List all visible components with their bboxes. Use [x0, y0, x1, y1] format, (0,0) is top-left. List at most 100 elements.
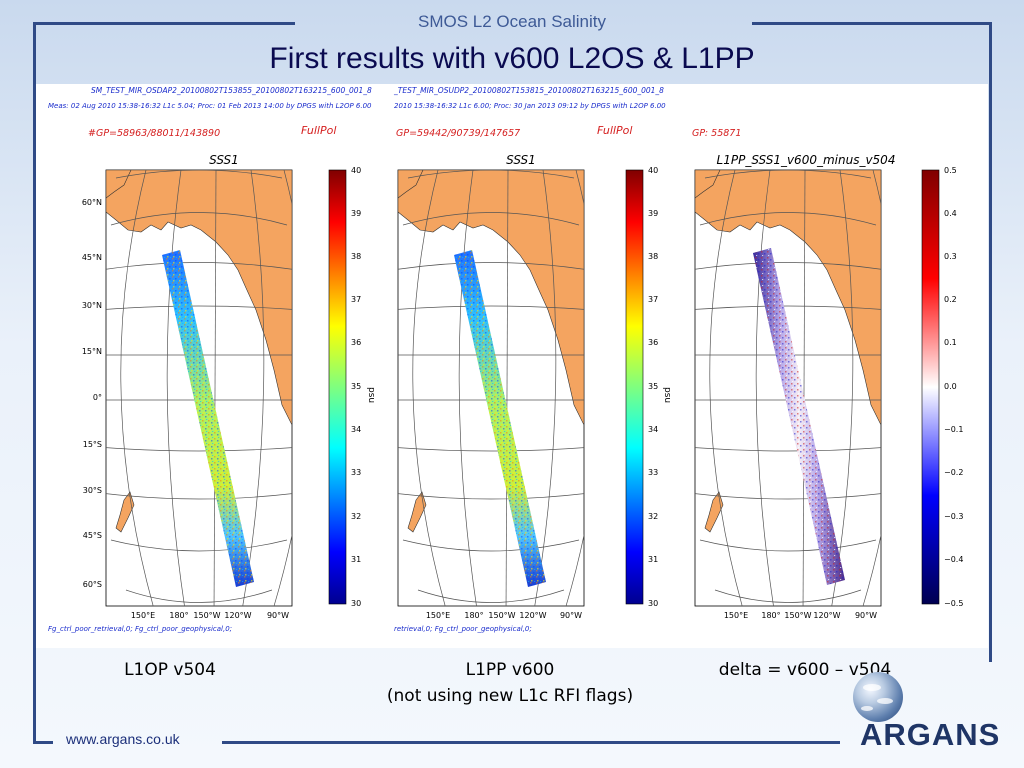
cb-tick: 31	[648, 555, 658, 564]
caption-l1pp: L1PP v600	[465, 660, 555, 680]
frame-bottom	[33, 741, 53, 744]
panel-1-map	[105, 169, 293, 607]
lon-label: 120°W	[519, 611, 546, 620]
frame-top-right	[752, 22, 992, 25]
lon-label: 180°	[169, 611, 188, 620]
cb-tick: 40	[351, 166, 361, 175]
slide-title: First results with v600 L2OS & L1PP	[269, 42, 755, 75]
cb-tick: 0.4	[944, 209, 957, 218]
panel-3-lon-labels: 150°E 180° 150°W 120°W 90°W	[724, 611, 877, 620]
cb-tick: 0.0	[944, 382, 957, 391]
argans-logo: ARGANS	[860, 717, 1001, 752]
panel-2-bottom-note: retrieval,0; Fg_ctrl_poor_geophysical,0;	[394, 625, 532, 633]
lon-label: 180°	[761, 611, 780, 620]
panel-3: GP: 55871 L1PP_SSS1_v600_minus_v504 150°…	[692, 128, 963, 620]
panel-1-meta: Meas: 02 Aug 2010 15:38-16:32 L1c 5.04; …	[48, 102, 372, 110]
panel-1-file: SM_TEST_MIR_OSDAP2_20100802T153855_20100…	[91, 86, 372, 95]
lon-label: 120°W	[224, 611, 251, 620]
panel-2-colorbar: 40 39 38 37 36 35 34 33 32 31 30 psu	[625, 166, 672, 608]
cb-tick: 38	[648, 252, 658, 261]
cb-tick: −0.4	[944, 555, 963, 564]
cb-tick: 31	[351, 555, 361, 564]
cb-tick: 32	[351, 512, 361, 521]
lon-label: 150°W	[784, 611, 811, 620]
cb-tick: 34	[648, 425, 658, 434]
lat-label: 45°N	[82, 253, 102, 262]
frame-right	[989, 22, 992, 662]
panel-2: _TEST_MIR_OSUDP2_20100802T153815_2010080…	[393, 86, 672, 633]
panel-3-map-title: L1PP_SSS1_v600_minus_v504	[717, 153, 896, 167]
figure: SM_TEST_MIR_OSDAP2_20100802T153855_20100…	[36, 84, 988, 648]
footer-url[interactable]: www.argans.co.uk	[66, 731, 180, 747]
lat-label: 15°N	[82, 347, 102, 356]
caption-delta: delta = v600 – v504	[718, 660, 892, 680]
cb-tick: 33	[648, 468, 658, 477]
panel-2-pol: FullPol	[597, 124, 632, 137]
lat-label: 15°S	[83, 440, 102, 449]
lon-label: 150°E	[426, 611, 450, 620]
cb-tick: 39	[351, 209, 361, 218]
cb-tick: 39	[648, 209, 658, 218]
lat-label: 30°S	[83, 486, 102, 495]
cb-tick: 36	[648, 338, 658, 347]
lon-label: 90°W	[855, 611, 877, 620]
caption-l1op: L1OP v504	[124, 660, 216, 680]
lon-label: 120°W	[813, 611, 840, 620]
lat-label: 45°S	[83, 531, 102, 540]
cb-tick: 35	[648, 382, 658, 391]
cb-tick: 37	[351, 295, 361, 304]
panel-2-map	[397, 169, 585, 607]
lon-label: 150°E	[131, 611, 155, 620]
cb-tick: 36	[351, 338, 361, 347]
panel-2-file: _TEST_MIR_OSUDP2_20100802T153815_2010080…	[393, 86, 664, 95]
cb-tick: 35	[351, 382, 361, 391]
panel-1-colorbar: 40 39 38 37 36 35 34 33 32 31 30 psu	[328, 166, 376, 608]
lat-label: 60°N	[82, 198, 102, 207]
cb-tick: −0.1	[944, 425, 963, 434]
lon-label: 90°W	[267, 611, 289, 620]
panel-1: SM_TEST_MIR_OSDAP2_20100802T153855_20100…	[48, 86, 376, 633]
colorbar-unit: psu	[366, 387, 376, 403]
panel-2-meta: 2010 15:38-16:32 L1c 6.00; Proc: 30 Jan …	[394, 102, 666, 110]
panel-1-gp: #GP=58963/88011/143890	[88, 128, 220, 139]
panel-3-gp: GP: 55871	[692, 128, 741, 139]
cb-tick: −0.3	[944, 512, 963, 521]
header-title: SMOS L2 Ocean Salinity	[417, 12, 607, 31]
panel-2-lon-labels: 150°E 180° 150°W 120°W 90°W	[426, 611, 582, 620]
panel-1-pol: FullPol	[301, 124, 336, 137]
lon-label: 180°	[464, 611, 483, 620]
frame-bottom-mid	[222, 741, 840, 744]
lat-label: 30°N	[82, 301, 102, 310]
panel-2-gp: GP=59442/90739/147657	[396, 128, 520, 139]
lon-label: 90°W	[560, 611, 582, 620]
frame-top-left	[33, 22, 295, 25]
panel-1-lon-labels: 150°E 180° 150°W 120°W 90°W	[131, 611, 289, 620]
cb-tick: 0.3	[944, 252, 957, 261]
cb-tick: −0.2	[944, 468, 963, 477]
cb-tick: 0.2	[944, 295, 957, 304]
caption-l1pp-note: (not using new L1c RFI flags)	[386, 686, 634, 706]
panel-2-map-title: SSS1	[506, 153, 536, 167]
globe-logo-icon	[853, 672, 903, 722]
lat-label: 60°S	[83, 580, 102, 589]
cb-tick: 33	[351, 468, 361, 477]
cb-tick: 34	[351, 425, 361, 434]
panel-1-map-title: SSS1	[209, 153, 239, 167]
lat-label: 0°	[93, 393, 102, 402]
lon-label: 150°W	[488, 611, 515, 620]
panel-3-colorbar: 0.5 0.4 0.3 0.2 0.1 0.0 −0.1 −0.2 −0.3 −…	[921, 166, 963, 608]
colorbar-unit: psu	[662, 387, 672, 403]
cb-tick: 0.5	[944, 166, 957, 175]
cb-tick: 32	[648, 512, 658, 521]
cb-tick: −0.5	[944, 599, 963, 608]
panel-3-map	[694, 169, 882, 607]
panel-1-bottom-note: Fg_ctrl_poor_retrieval,0; Fg_ctrl_poor_g…	[48, 625, 232, 633]
panel-1-lat-labels: 60°N 45°N 30°N 15°N 0° 15°S 30°S 45°S 60…	[82, 198, 102, 589]
cb-tick: 38	[351, 252, 361, 261]
lon-label: 150°W	[193, 611, 220, 620]
lon-label: 150°E	[724, 611, 748, 620]
frame-left	[33, 22, 36, 744]
cb-tick: 37	[648, 295, 658, 304]
cb-tick: 0.1	[944, 338, 957, 347]
maps-figure: SM_TEST_MIR_OSDAP2_20100802T153855_20100…	[48, 86, 963, 633]
